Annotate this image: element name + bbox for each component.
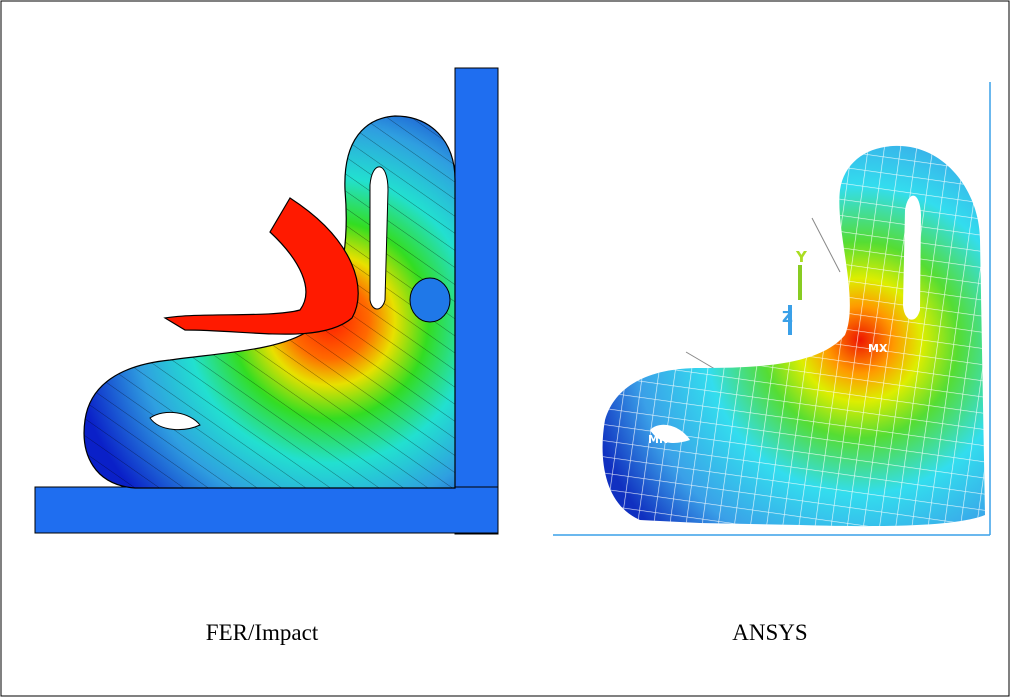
min-label: MN [648, 433, 668, 446]
caption: FER/Impact [206, 620, 319, 645]
axis-label: Y [795, 248, 808, 266]
ansys-image: Y Z MN MX [553, 82, 991, 536]
max-label: MX [868, 342, 888, 355]
axis-label: Z [782, 308, 793, 326]
fer-impact-image [34, 67, 499, 535]
caption: ANSYS [732, 620, 807, 645]
